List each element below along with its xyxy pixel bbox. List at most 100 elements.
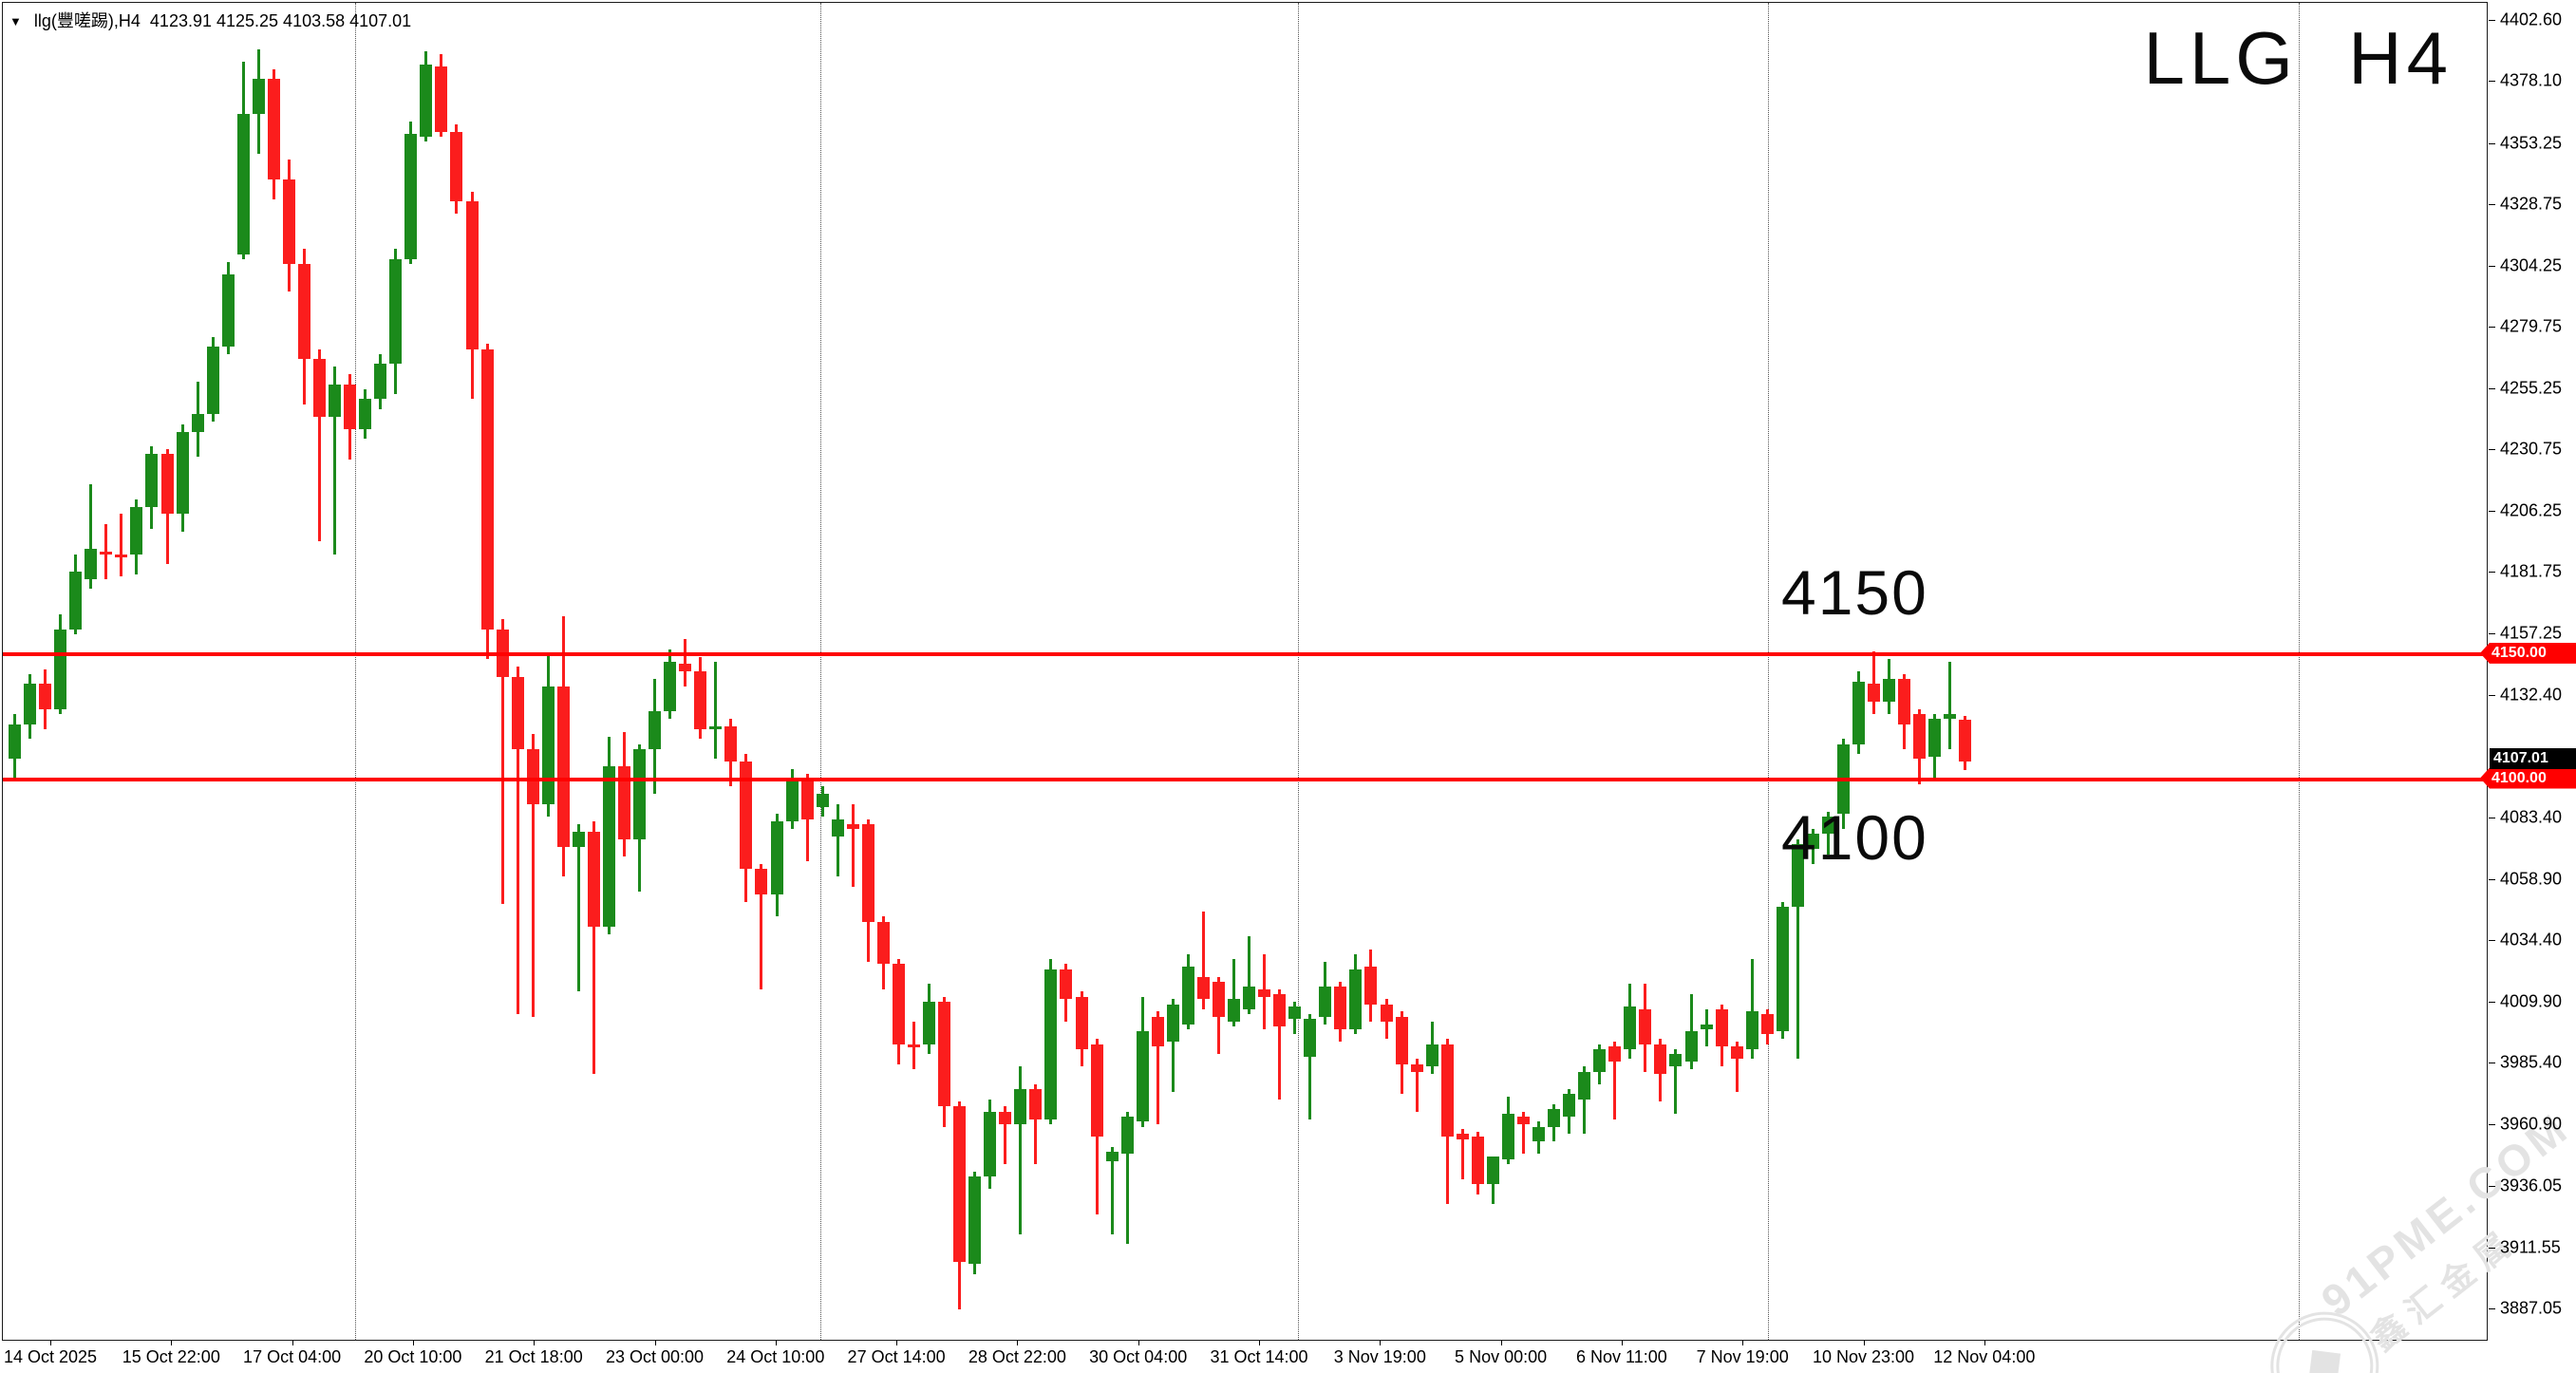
time-axis-label: 24 Oct 10:00	[726, 1347, 825, 1366]
candle	[1166, 1004, 1179, 1042]
candle	[221, 273, 235, 348]
time-axis-label: 23 Oct 00:00	[605, 1347, 705, 1366]
watermark-diamond-icon	[2308, 1349, 2341, 1373]
candle	[24, 684, 37, 724]
price-axis-label: 4402.60	[2500, 9, 2563, 29]
candle-wick	[1796, 838, 1799, 1060]
price-axis-label: 3887.05	[2500, 1298, 2563, 1318]
candle	[252, 79, 265, 115]
candle	[1151, 1016, 1164, 1047]
candle-wick	[1034, 1083, 1038, 1165]
candle	[892, 964, 905, 1044]
candle-wick	[1156, 1011, 1159, 1124]
candle	[1639, 1008, 1652, 1044]
week-separator-line	[820, 3, 821, 1340]
candle	[236, 114, 250, 254]
candle	[39, 684, 52, 709]
candle	[1791, 844, 1804, 907]
week-separator-line	[2299, 3, 2300, 1340]
candle	[770, 821, 783, 894]
candle	[1456, 1134, 1469, 1139]
level-line-4100[interactable]	[3, 777, 2489, 781]
candle-wick	[1872, 651, 1876, 715]
candle	[556, 686, 570, 847]
time-axis-label: 30 Oct 04:00	[1089, 1347, 1188, 1366]
time-axis-tick	[50, 1341, 51, 1345]
time-axis-label: 10 Nov 23:00	[1812, 1347, 1915, 1366]
chart-plot-area[interactable]	[2, 2, 2489, 1341]
time-axis-tick	[1017, 1341, 1019, 1345]
candle	[1243, 987, 1256, 1009]
time-axis-tick	[1984, 1341, 1985, 1345]
candle	[923, 1001, 935, 1044]
candle	[69, 572, 83, 630]
candle-wick	[1521, 1111, 1525, 1155]
candle	[694, 671, 707, 729]
candle	[115, 554, 128, 557]
candle-wick	[531, 734, 535, 1017]
candle	[1395, 1016, 1408, 1064]
price-axis-tick	[2489, 19, 2495, 21]
candle	[1821, 817, 1834, 835]
candle	[1029, 1089, 1043, 1119]
candle	[404, 134, 418, 259]
price-axis-label: 4058.90	[2500, 869, 2563, 889]
candle	[876, 921, 890, 965]
price-axis-label: 4353.25	[2500, 133, 2563, 153]
candle	[831, 818, 844, 837]
time-axis-label: 28 Oct 22:00	[968, 1347, 1066, 1366]
price-axis-tick	[2489, 632, 2495, 634]
candle-wick	[851, 803, 855, 887]
candle	[1700, 1024, 1713, 1029]
candle	[329, 384, 342, 417]
price-axis-tick	[2489, 878, 2495, 880]
candle	[816, 794, 829, 807]
level-line-4150[interactable]	[3, 651, 2489, 656]
price-axis-label: 4157.25	[2500, 623, 2563, 643]
time-axis-label: 17 Oct 04:00	[243, 1347, 342, 1366]
price-axis-tick	[2489, 1186, 2495, 1188]
price-axis-tick	[2489, 265, 2495, 267]
level-text-4150[interactable]: 4150	[1781, 556, 1928, 628]
candle	[1349, 969, 1363, 1029]
price-axis-label: 4083.40	[2500, 807, 2563, 827]
candle	[602, 766, 615, 927]
candle	[1334, 987, 1347, 1029]
candle	[1913, 714, 1927, 760]
price-axis-label: 3985.40	[2500, 1052, 2563, 1072]
chart-title-quotes: 4123.91 4125.25 4103.58 4107.01	[149, 11, 412, 30]
candle	[1684, 1031, 1698, 1063]
price-axis-label: 4279.75	[2500, 316, 2563, 336]
big-symbol-label[interactable]: LLG H4	[2143, 16, 2453, 100]
candle	[587, 831, 600, 927]
candle-wick	[120, 514, 123, 577]
time-axis-label: 21 Oct 18:00	[484, 1347, 583, 1366]
candle	[191, 414, 204, 432]
candle	[1516, 1117, 1530, 1124]
candle	[465, 201, 479, 349]
price-axis-tick	[2489, 940, 2495, 942]
price-axis-tick	[2489, 327, 2495, 329]
candle	[999, 1111, 1012, 1124]
candle	[984, 1111, 997, 1177]
symbol-dropdown-icon[interactable]: ▼	[9, 14, 22, 28]
candle-wick	[1460, 1129, 1464, 1179]
candle-wick	[1308, 1014, 1312, 1119]
price-axis-label: 4378.10	[2500, 70, 2563, 90]
time-axis-tick	[654, 1341, 656, 1345]
candle	[953, 1106, 967, 1262]
candle	[1883, 679, 1896, 702]
candle	[1776, 906, 1789, 1032]
candle	[1563, 1094, 1576, 1117]
candle	[480, 348, 494, 630]
candle-wick	[1248, 936, 1251, 1015]
candle	[389, 258, 403, 365]
time-axis-label: 5 Nov 00:00	[1455, 1347, 1548, 1366]
price-axis-tick	[2489, 387, 2495, 389]
week-separator-line	[355, 3, 356, 1340]
candle	[1196, 976, 1210, 1000]
candle	[297, 264, 310, 360]
candle	[9, 724, 21, 760]
level-text-4100[interactable]: 4100	[1781, 801, 1928, 873]
candle	[1364, 967, 1378, 1005]
